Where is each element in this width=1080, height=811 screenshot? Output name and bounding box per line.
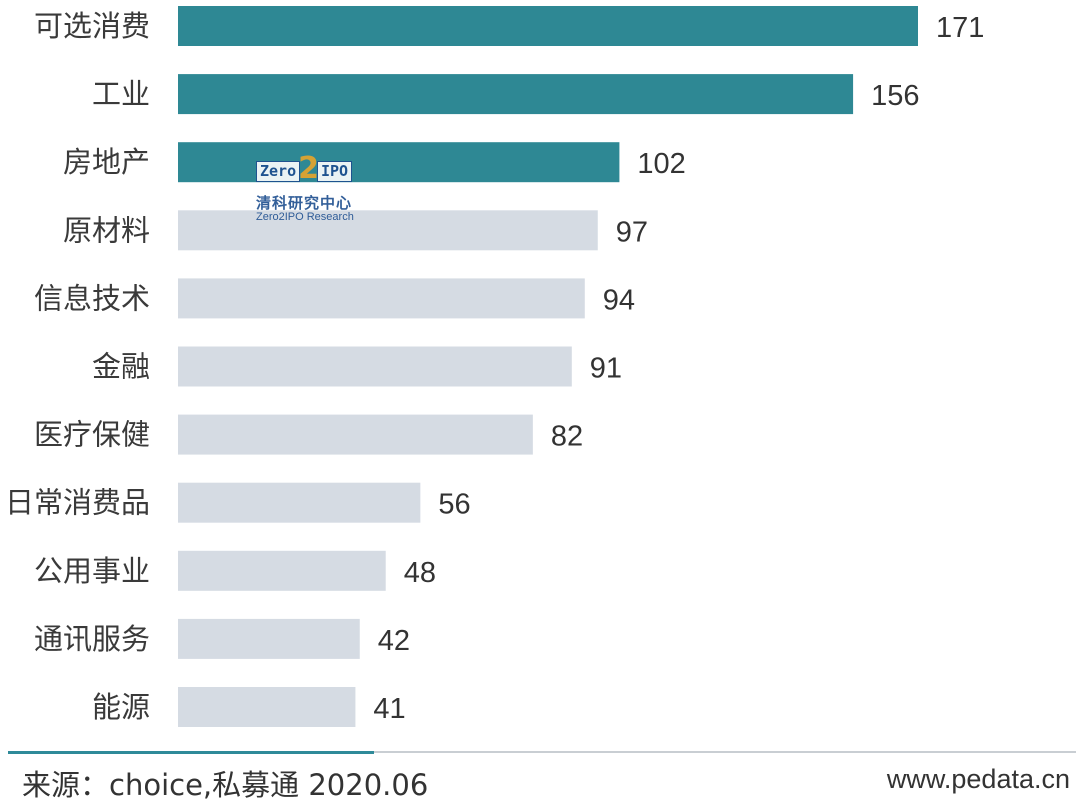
bar-1 [178,6,918,46]
value-label: 56 [438,489,470,521]
value-label: 42 [378,625,410,657]
logo-two-text: 2 [298,150,319,186]
bar-9 [178,550,386,591]
value-label: 171 [936,12,984,44]
value-label: 48 [404,557,436,589]
category-label: 日常消费品 [5,486,150,520]
category-label: 金融 [92,350,150,384]
category-label: 原材料 [63,213,150,247]
zero2ipo-watermark: Zero 2 IPO 清科研究中心 Zero2IPO Research [256,151,372,226]
source-note: 来源：choice,私募通 2020.06 [22,768,429,802]
category-label: 可选消费 [34,9,150,43]
bar-7 [178,414,533,455]
bar-11 [178,687,356,727]
site-url: www.pedata.cn [886,764,1070,794]
value-label: 91 [590,353,622,385]
category-label: 公用事业 [34,554,150,588]
footer-divider-accent [8,751,374,754]
bar-8 [178,482,421,523]
footer-divider [8,751,1076,753]
category-label: 医疗保健 [34,418,150,452]
bar-2 [178,74,854,115]
bar-5 [178,278,585,319]
category-label: 能源 [92,690,150,724]
bar-chart: 可选消费 171 工业 156 房地产 102 原材料 97 信息技术 94 金融 91 医疗保健 82 日… [5,6,984,727]
value-label: 97 [616,216,648,248]
category-label: 信息技术 [34,281,150,315]
category-label: 房地产 [63,145,150,179]
value-label: 82 [551,421,583,453]
value-label: 94 [603,284,635,316]
value-label: 41 [373,693,405,725]
logo-ipo-text: IPO [317,160,353,182]
logo-zero-text: Zero [256,160,301,182]
watermark-name-en: Zero2IPO Research [256,211,354,223]
bar-3 [178,142,620,183]
value-label: 156 [871,80,919,112]
bar-10 [178,618,360,659]
watermark-name-cn: 清科研究中心 [256,194,353,212]
bar-4 [178,210,598,251]
zero2ipo-logo: Zero 2 IPO [256,151,353,186]
value-label: 102 [637,148,685,180]
category-label: 通讯服务 [34,622,150,656]
bar-6 [178,346,572,387]
category-label: 工业 [92,77,150,111]
